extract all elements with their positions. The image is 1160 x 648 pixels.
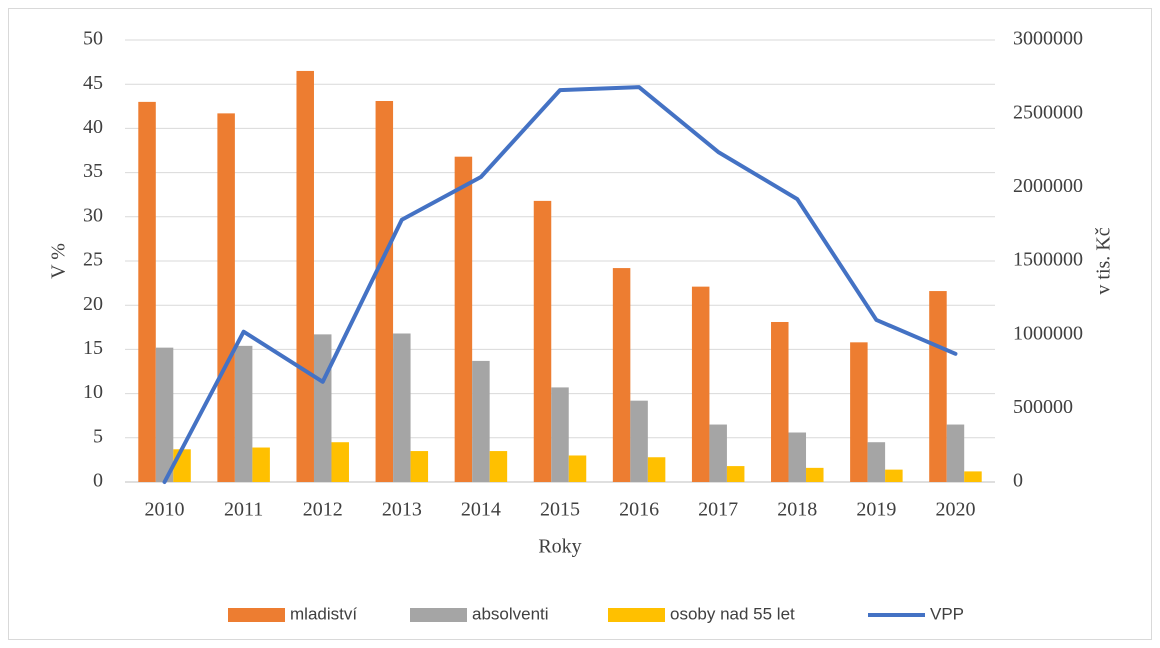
bar xyxy=(885,469,903,482)
bar xyxy=(630,400,648,482)
y2-tick-label: 2500000 xyxy=(1013,101,1083,123)
y2-tick-label: 2000000 xyxy=(1013,175,1083,197)
bar xyxy=(533,200,552,482)
y-tick-label: 40 xyxy=(83,116,103,138)
bar xyxy=(709,424,727,482)
y-tick-label: 0 xyxy=(93,470,103,492)
bar xyxy=(964,471,982,482)
bar xyxy=(850,342,868,482)
y-tick-label: 25 xyxy=(83,249,103,271)
x-tick-label: 2020 xyxy=(935,499,975,521)
y2-tick-label: 1500000 xyxy=(1013,249,1083,271)
legend-swatch xyxy=(608,608,665,622)
x-tick-label: 2014 xyxy=(461,499,501,521)
x-axis-title: Roky xyxy=(538,536,581,558)
bar xyxy=(173,449,191,482)
bar xyxy=(217,113,235,482)
y2-tick-label: 1000000 xyxy=(1013,322,1083,344)
bar xyxy=(946,424,965,482)
bar xyxy=(472,360,490,482)
legend-label: absolventi xyxy=(472,604,549,623)
y2-tick-label: 3000000 xyxy=(1013,28,1083,50)
y-tick-label: 30 xyxy=(83,204,103,226)
bar xyxy=(726,466,745,482)
bar xyxy=(691,286,710,482)
bar xyxy=(138,101,156,482)
bar xyxy=(771,321,789,482)
bar xyxy=(454,156,473,483)
legend-label: osoby nad 55 let xyxy=(670,604,795,623)
bar xyxy=(410,451,429,482)
y2-tick-label: 500000 xyxy=(1013,396,1073,418)
bar xyxy=(252,447,270,482)
bar xyxy=(647,457,666,482)
chart-border xyxy=(8,8,1152,640)
y2-tick-label: 0 xyxy=(1013,470,1023,492)
bar xyxy=(393,333,411,482)
y-axis-title: V % xyxy=(48,243,70,279)
x-tick-label: 2013 xyxy=(382,499,422,521)
x-tick-label: 2016 xyxy=(619,499,659,521)
bar xyxy=(296,70,314,482)
y-tick-label: 50 xyxy=(83,28,103,50)
bar xyxy=(234,345,253,482)
x-tick-label: 2018 xyxy=(777,499,817,521)
legend-swatch xyxy=(410,608,467,622)
y-tick-label: 10 xyxy=(83,381,103,403)
x-tick-label: 2011 xyxy=(224,499,263,521)
bar xyxy=(867,442,886,482)
bar xyxy=(788,432,807,482)
y-tick-label: 20 xyxy=(83,293,103,315)
y-tick-label: 35 xyxy=(83,160,103,182)
legend-label: VPP xyxy=(930,604,964,623)
y-tick-label: 45 xyxy=(83,72,103,94)
bar xyxy=(375,100,394,482)
bar xyxy=(568,455,587,482)
bar xyxy=(929,291,947,482)
bar xyxy=(313,334,332,482)
y2-axis-title: v tis. Kč xyxy=(1093,227,1115,294)
y-tick-label: 5 xyxy=(93,425,103,447)
legend-swatch xyxy=(228,608,285,622)
legend-label: mladiství xyxy=(290,604,357,623)
bar xyxy=(489,451,508,482)
bar xyxy=(155,347,174,482)
x-tick-label: 2015 xyxy=(540,499,580,521)
bar xyxy=(806,467,824,482)
bar xyxy=(331,442,349,482)
bar xyxy=(551,387,569,482)
x-tick-label: 2010 xyxy=(145,499,185,521)
line xyxy=(162,85,958,484)
x-tick-label: 2017 xyxy=(698,499,738,521)
x-tick-label: 2019 xyxy=(856,499,896,521)
bar xyxy=(612,268,631,482)
x-tick-label: 2012 xyxy=(303,499,343,521)
y-tick-label: 15 xyxy=(83,337,103,359)
